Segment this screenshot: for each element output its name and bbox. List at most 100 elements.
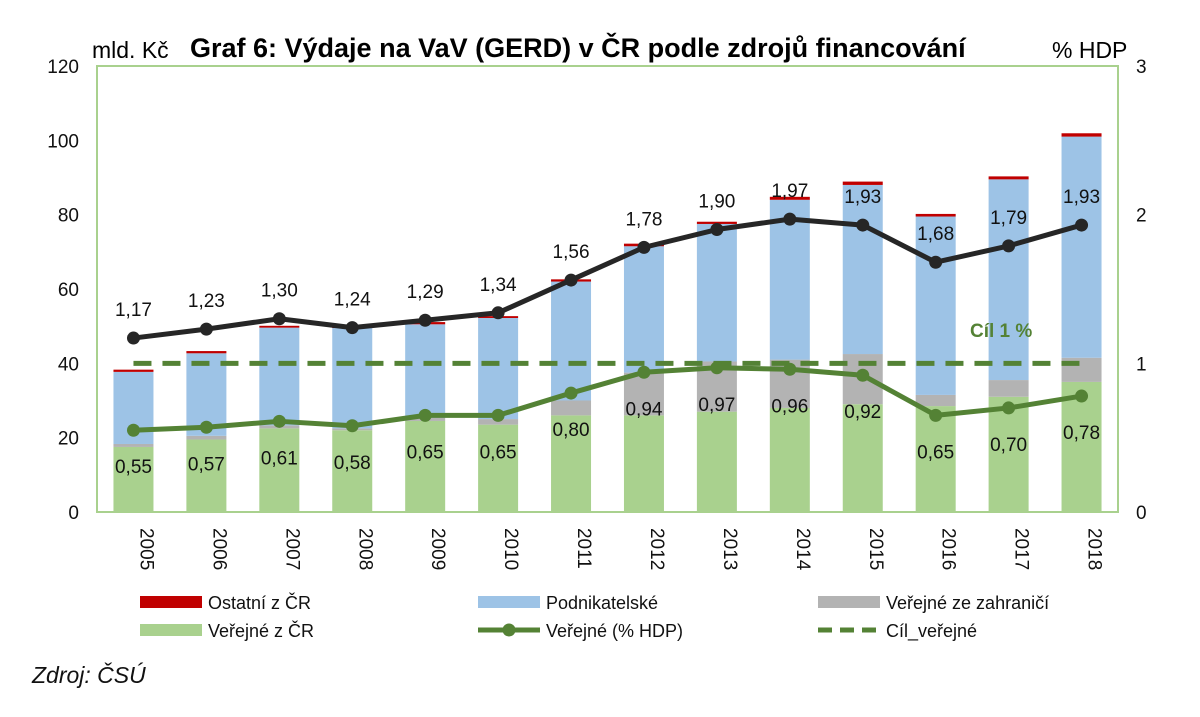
data-label: 0,97 [698, 395, 735, 416]
data-label: 1,23 [188, 291, 225, 312]
legend-label: Veřejné z ČR [208, 620, 314, 641]
goal-label: Cíl 1 % [970, 321, 1032, 342]
line-layer: 0,55 0,57 0,61 0,58 0,65 0,65 0,80 0,94 0,97 0,96… [115, 181, 1100, 478]
data-label: 0,61 [261, 448, 298, 469]
line-point [929, 255, 943, 269]
legend-swatch [818, 596, 880, 608]
line-point [710, 223, 724, 237]
plot-area [96, 65, 1119, 513]
data-label: 1,93 [1063, 187, 1100, 208]
bar-segment [551, 415, 592, 512]
data-label: 1,90 [698, 192, 735, 213]
line-point [1002, 401, 1016, 415]
y2-axis-ticks: 0 1 2 3 [1136, 57, 1147, 524]
bar-segment [769, 196, 810, 200]
line-point [564, 386, 578, 400]
bar-segment [405, 420, 446, 512]
line-point [637, 240, 651, 254]
data-label: 0,58 [334, 453, 371, 474]
x-tick-label: 2005 [135, 528, 156, 570]
x-tick-label: 2017 [1011, 528, 1032, 570]
data-label: 1,17 [115, 300, 152, 321]
line-point [345, 321, 359, 335]
line-point [710, 361, 724, 375]
data-label: 0,65 [917, 442, 954, 463]
data-label: 1,34 [480, 275, 517, 296]
source-note: Zdroj: ČSÚ [32, 662, 146, 688]
data-label: 0,55 [115, 457, 152, 478]
line-point [491, 306, 505, 320]
data-label: 0,78 [1063, 423, 1100, 444]
bar-segment [623, 415, 664, 512]
x-tick-label: 2006 [208, 528, 229, 570]
data-label: 0,70 [990, 435, 1027, 456]
data-label: 1,79 [990, 208, 1027, 229]
y-tick-label: 100 [47, 131, 79, 152]
data-label: 0,96 [771, 396, 808, 417]
y-axis-ticks: 0 20 40 60 80 100 120 [47, 57, 79, 524]
bar-segment [405, 324, 446, 418]
data-label: 1,78 [625, 209, 662, 230]
bar-segment [478, 419, 519, 425]
x-tick-label: 2013 [719, 528, 740, 570]
bar-segment [842, 181, 883, 185]
bar-segment [186, 439, 227, 512]
data-label: 1,29 [407, 282, 444, 303]
bar-segment [696, 411, 737, 512]
line-point [783, 362, 797, 376]
data-label: 0,57 [188, 454, 225, 475]
x-tick-label: 2014 [792, 528, 813, 571]
legend-swatch [140, 624, 202, 636]
bar-segment [113, 446, 154, 512]
bar-segment [478, 317, 519, 420]
legend-label: Ostatní z ČR [208, 592, 311, 613]
x-tick-label: 2008 [354, 528, 375, 570]
data-label: 1,97 [771, 181, 808, 202]
line-point [491, 408, 505, 422]
data-label: 0,94 [625, 399, 662, 420]
chart-title: Graf 6: Výdaje na VaV (GERD) v ČR podle … [190, 32, 967, 63]
bar-segment [113, 369, 154, 372]
bar-segment [988, 176, 1029, 180]
data-label: 1,30 [261, 281, 298, 302]
bar-segment [332, 328, 373, 429]
legend-swatch-marker [502, 623, 516, 637]
x-tick-label: 2009 [427, 528, 448, 570]
bar-segment [1061, 133, 1102, 137]
bar-segment [915, 406, 956, 512]
x-axis-ticks: 2005 2006 2007 2008 2009 2010 2011 2012 2013 2014… [135, 528, 1104, 571]
data-label: 0,65 [480, 442, 517, 463]
bar-segment [696, 221, 737, 224]
data-label: 0,80 [553, 420, 590, 441]
bar-segment [186, 435, 227, 440]
y-tick-label: 20 [58, 429, 79, 450]
bar-segment [988, 396, 1029, 512]
y-axis-unit-label: mld. Kč [92, 37, 169, 63]
public-gdp-line [133, 365, 1082, 433]
y-tick-label: 60 [58, 280, 79, 301]
bar-segment [113, 443, 154, 447]
line-point [272, 312, 286, 326]
data-label: 1,24 [334, 290, 371, 311]
line-point [1075, 218, 1089, 232]
line-point [345, 419, 359, 433]
bar-segment [332, 430, 373, 512]
line-point [637, 365, 651, 379]
x-tick-label: 2018 [1084, 528, 1105, 570]
bar-segment [769, 199, 810, 360]
legend-label: Veřejné (% HDP) [546, 621, 683, 641]
bar-segment [915, 394, 956, 407]
y2-tick-label: 3 [1136, 57, 1147, 78]
line-point [564, 273, 578, 287]
y2-tick-label: 2 [1136, 206, 1147, 227]
bar-segment [696, 223, 737, 362]
line-point [783, 212, 797, 226]
line-point [1002, 239, 1016, 253]
bar-segment [186, 351, 227, 354]
line-point [126, 331, 140, 345]
line-point [418, 313, 432, 327]
legend: Ostatní z ČR Podnikatelské Veřejné ze zahr… [140, 592, 1049, 642]
y-tick-label: 40 [58, 354, 79, 375]
bar-segment [915, 213, 956, 217]
